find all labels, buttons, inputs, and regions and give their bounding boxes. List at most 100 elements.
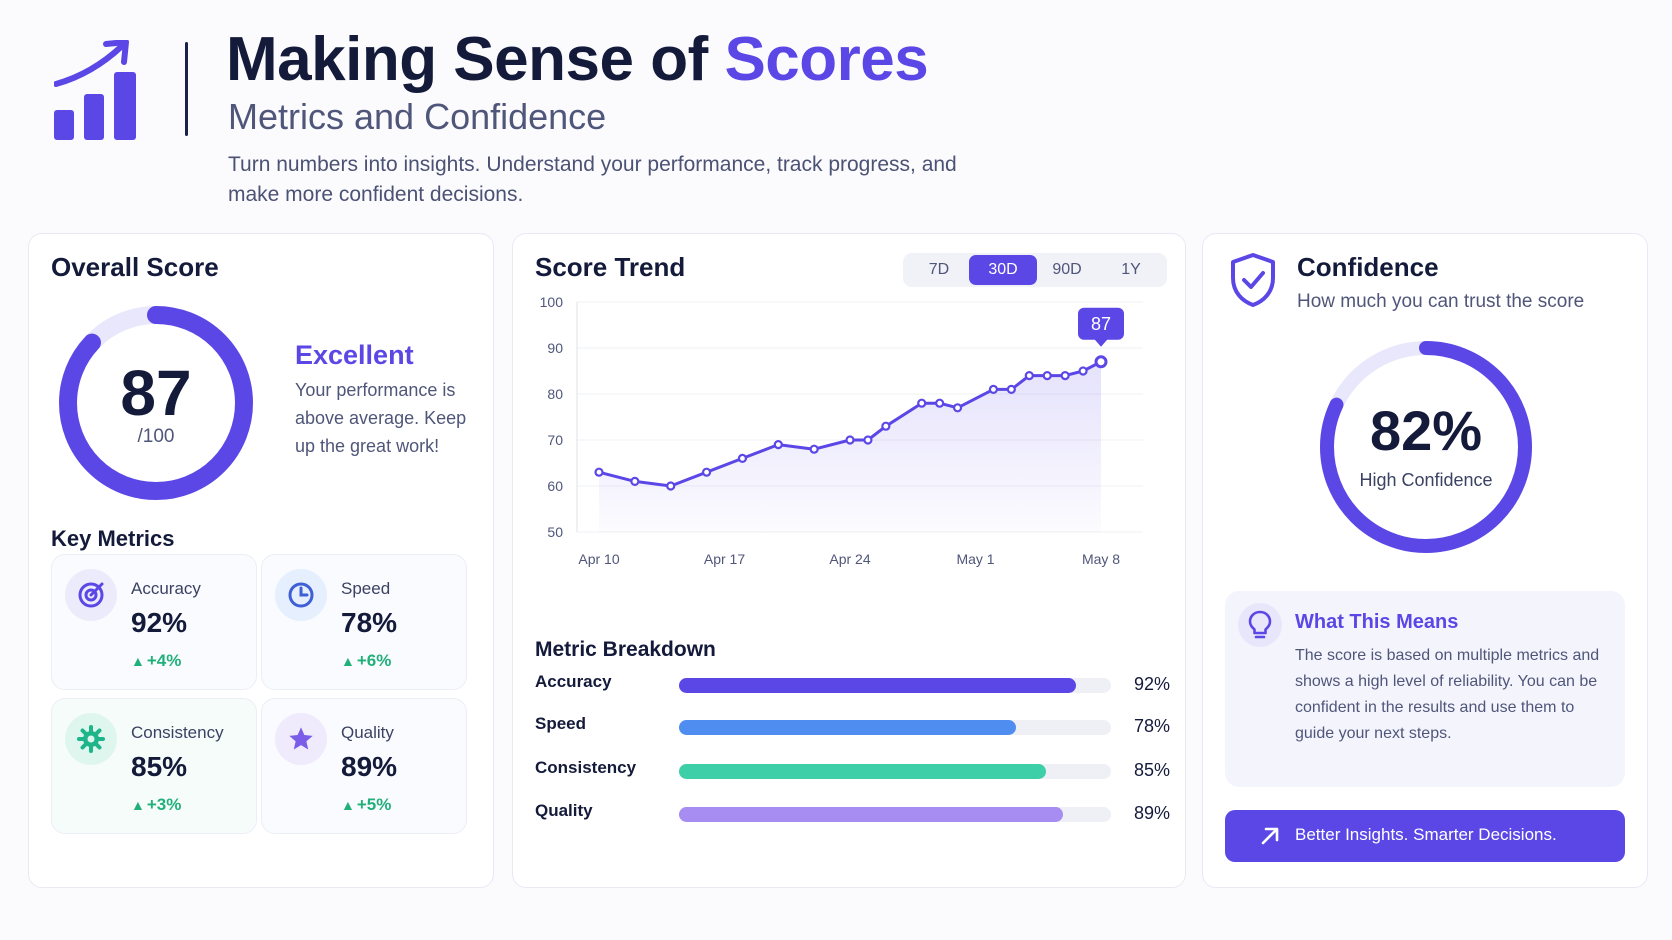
page-subtitle: Metrics and Confidence bbox=[228, 96, 607, 137]
insights-button-label: Better Insights. Smarter Decisions. bbox=[1295, 825, 1557, 844]
insights-button[interactable]: Better Insights. Smarter Decisions. bbox=[1225, 810, 1625, 862]
y-tick-label: 50 bbox=[547, 524, 563, 540]
page-tagline: Turn numbers into insights. Understand y… bbox=[228, 153, 957, 206]
rating-label: Excellent bbox=[295, 340, 414, 370]
callout-value: 87 bbox=[1091, 314, 1111, 334]
trend-point bbox=[666, 481, 676, 491]
metric-tile-speed[interactable]: Speed 78% ▲ +6% bbox=[261, 554, 467, 690]
trend-point bbox=[863, 435, 873, 445]
gear-icon bbox=[65, 713, 117, 765]
tab-7d[interactable]: 7D bbox=[928, 261, 950, 278]
info-title: What This Means bbox=[1295, 611, 1459, 633]
breakdown-label: Speed bbox=[535, 714, 587, 733]
info-text: The score is based on multiple metrics a… bbox=[1295, 647, 1600, 742]
trend-area bbox=[599, 361, 1101, 532]
confidence-value: 82% bbox=[1369, 399, 1483, 462]
trend-point bbox=[881, 421, 891, 431]
breakdown-track bbox=[679, 720, 1111, 735]
metric-breakdown-title: Metric Breakdown bbox=[535, 638, 716, 661]
x-tick-label: Apr 10 bbox=[578, 551, 619, 567]
tab-30d[interactable]: 30D bbox=[969, 255, 1037, 285]
header-divider bbox=[185, 42, 188, 136]
confidence-level-label: High Confidence bbox=[1359, 470, 1493, 490]
trend-point bbox=[952, 403, 963, 413]
breakdown-row-consistency: Consistency 85% bbox=[535, 756, 1175, 786]
page-title-accent: Scores bbox=[724, 25, 929, 94]
y-tick-label: 80 bbox=[547, 386, 563, 402]
metric-label: Accuracy bbox=[131, 579, 201, 598]
trend-point bbox=[845, 435, 855, 445]
info-box: What This Means The score is based on mu… bbox=[1225, 591, 1625, 787]
tab-90d[interactable]: 90D bbox=[1052, 261, 1082, 278]
up-arrow-icon: ▲ bbox=[131, 653, 145, 669]
y-tick-label: 70 bbox=[547, 432, 563, 448]
confidence-card: Confidence How much you can trust the sc… bbox=[1202, 233, 1648, 888]
x-tick-label: Apr 17 bbox=[704, 551, 745, 567]
metric-label: Consistency bbox=[131, 723, 224, 742]
metric-value: 85% bbox=[131, 751, 188, 782]
trend-point bbox=[594, 467, 604, 477]
trend-point bbox=[988, 384, 999, 395]
trend-point bbox=[1006, 384, 1016, 395]
overall-score-card: Overall Score 87 /100 Excellent Your per… bbox=[28, 233, 494, 888]
rating-description: Your performance is above average. Keep … bbox=[295, 380, 467, 456]
metric-change: ▲ +4% bbox=[131, 651, 182, 670]
trend-point bbox=[773, 440, 783, 450]
trend-point bbox=[917, 398, 927, 408]
score-trend-card: Score Trend 7D 30D 90D 1Y 50 60 70 80 90 100 … bbox=[512, 233, 1186, 888]
breakdown-track bbox=[679, 807, 1111, 822]
breakdown-row-speed: Speed 78% bbox=[535, 712, 1175, 742]
y-tick-label: 90 bbox=[547, 340, 563, 356]
x-tick-label: May 1 bbox=[956, 551, 994, 567]
lightbulb-icon bbox=[1238, 603, 1282, 647]
trend-point bbox=[1024, 370, 1034, 381]
x-tick-label: Apr 24 bbox=[829, 551, 870, 567]
confidence-gauge bbox=[1320, 341, 1532, 553]
trend-point bbox=[809, 444, 819, 454]
metric-tile-consistency[interactable]: Consistency 85% ▲ +3% bbox=[51, 698, 257, 834]
breakdown-row-accuracy: Accuracy 92% bbox=[535, 670, 1175, 700]
confidence-arc bbox=[1320, 341, 1532, 553]
metric-change: ▲ +3% bbox=[131, 795, 182, 814]
breakdown-track bbox=[679, 678, 1111, 693]
overall-score-max: /100 bbox=[137, 426, 175, 447]
overall-score-gauge bbox=[59, 306, 253, 500]
metric-label: Quality bbox=[341, 723, 394, 742]
y-tick-label: 100 bbox=[540, 294, 564, 310]
metric-value: 89% bbox=[341, 751, 398, 782]
target-icon bbox=[65, 569, 117, 621]
page-title: Making Sense of Scores bbox=[226, 25, 929, 94]
range-selector: 7D 30D 90D 1Y bbox=[903, 253, 1167, 287]
breakdown-track bbox=[679, 764, 1111, 779]
trend-point bbox=[701, 467, 712, 477]
breakdown-row-quality: Quality 89% bbox=[535, 799, 1175, 829]
up-arrow-icon: ▲ bbox=[131, 797, 145, 813]
metric-tile-accuracy[interactable]: Accuracy 92% ▲ +4% bbox=[51, 554, 257, 690]
trend-point bbox=[1042, 370, 1052, 381]
star-icon bbox=[275, 713, 327, 765]
shield-check-icon bbox=[1231, 253, 1275, 307]
metric-label: Speed bbox=[341, 579, 391, 598]
trend-callout: 87 bbox=[1078, 307, 1124, 347]
score-trend-title: Score Trend bbox=[535, 252, 686, 282]
arrow-up-right-icon bbox=[1261, 827, 1279, 845]
score-trend-chart: 50 60 70 80 90 100 Apr 10 Apr 17 Apr 24 May 1 May… bbox=[540, 294, 1143, 567]
up-arrow-icon: ▲ bbox=[341, 797, 355, 813]
breakdown-value: 85% bbox=[1133, 760, 1170, 780]
tab-1y[interactable]: 1Y bbox=[1121, 261, 1141, 278]
metric-value: 78% bbox=[341, 607, 398, 638]
breakdown-label: Quality bbox=[535, 801, 593, 820]
overall-score-arc bbox=[59, 306, 253, 500]
overall-score-title: Overall Score bbox=[51, 252, 219, 282]
up-arrow-icon: ▲ bbox=[341, 653, 355, 669]
breakdown-value: 92% bbox=[1133, 674, 1170, 694]
breakdown-bar bbox=[679, 807, 1064, 822]
trend-point-highlight bbox=[1094, 355, 1108, 369]
metric-tile-quality[interactable]: Quality 89% ▲ +5% bbox=[261, 698, 467, 834]
x-tick-label: May 8 bbox=[1082, 551, 1120, 567]
key-metrics-title: Key Metrics bbox=[51, 526, 175, 551]
trend-point bbox=[1060, 370, 1070, 381]
breakdown-bar bbox=[679, 764, 1047, 779]
metric-change: ▲ +6% bbox=[341, 651, 392, 670]
confidence-subtitle: How much you can trust the score bbox=[1297, 291, 1585, 312]
